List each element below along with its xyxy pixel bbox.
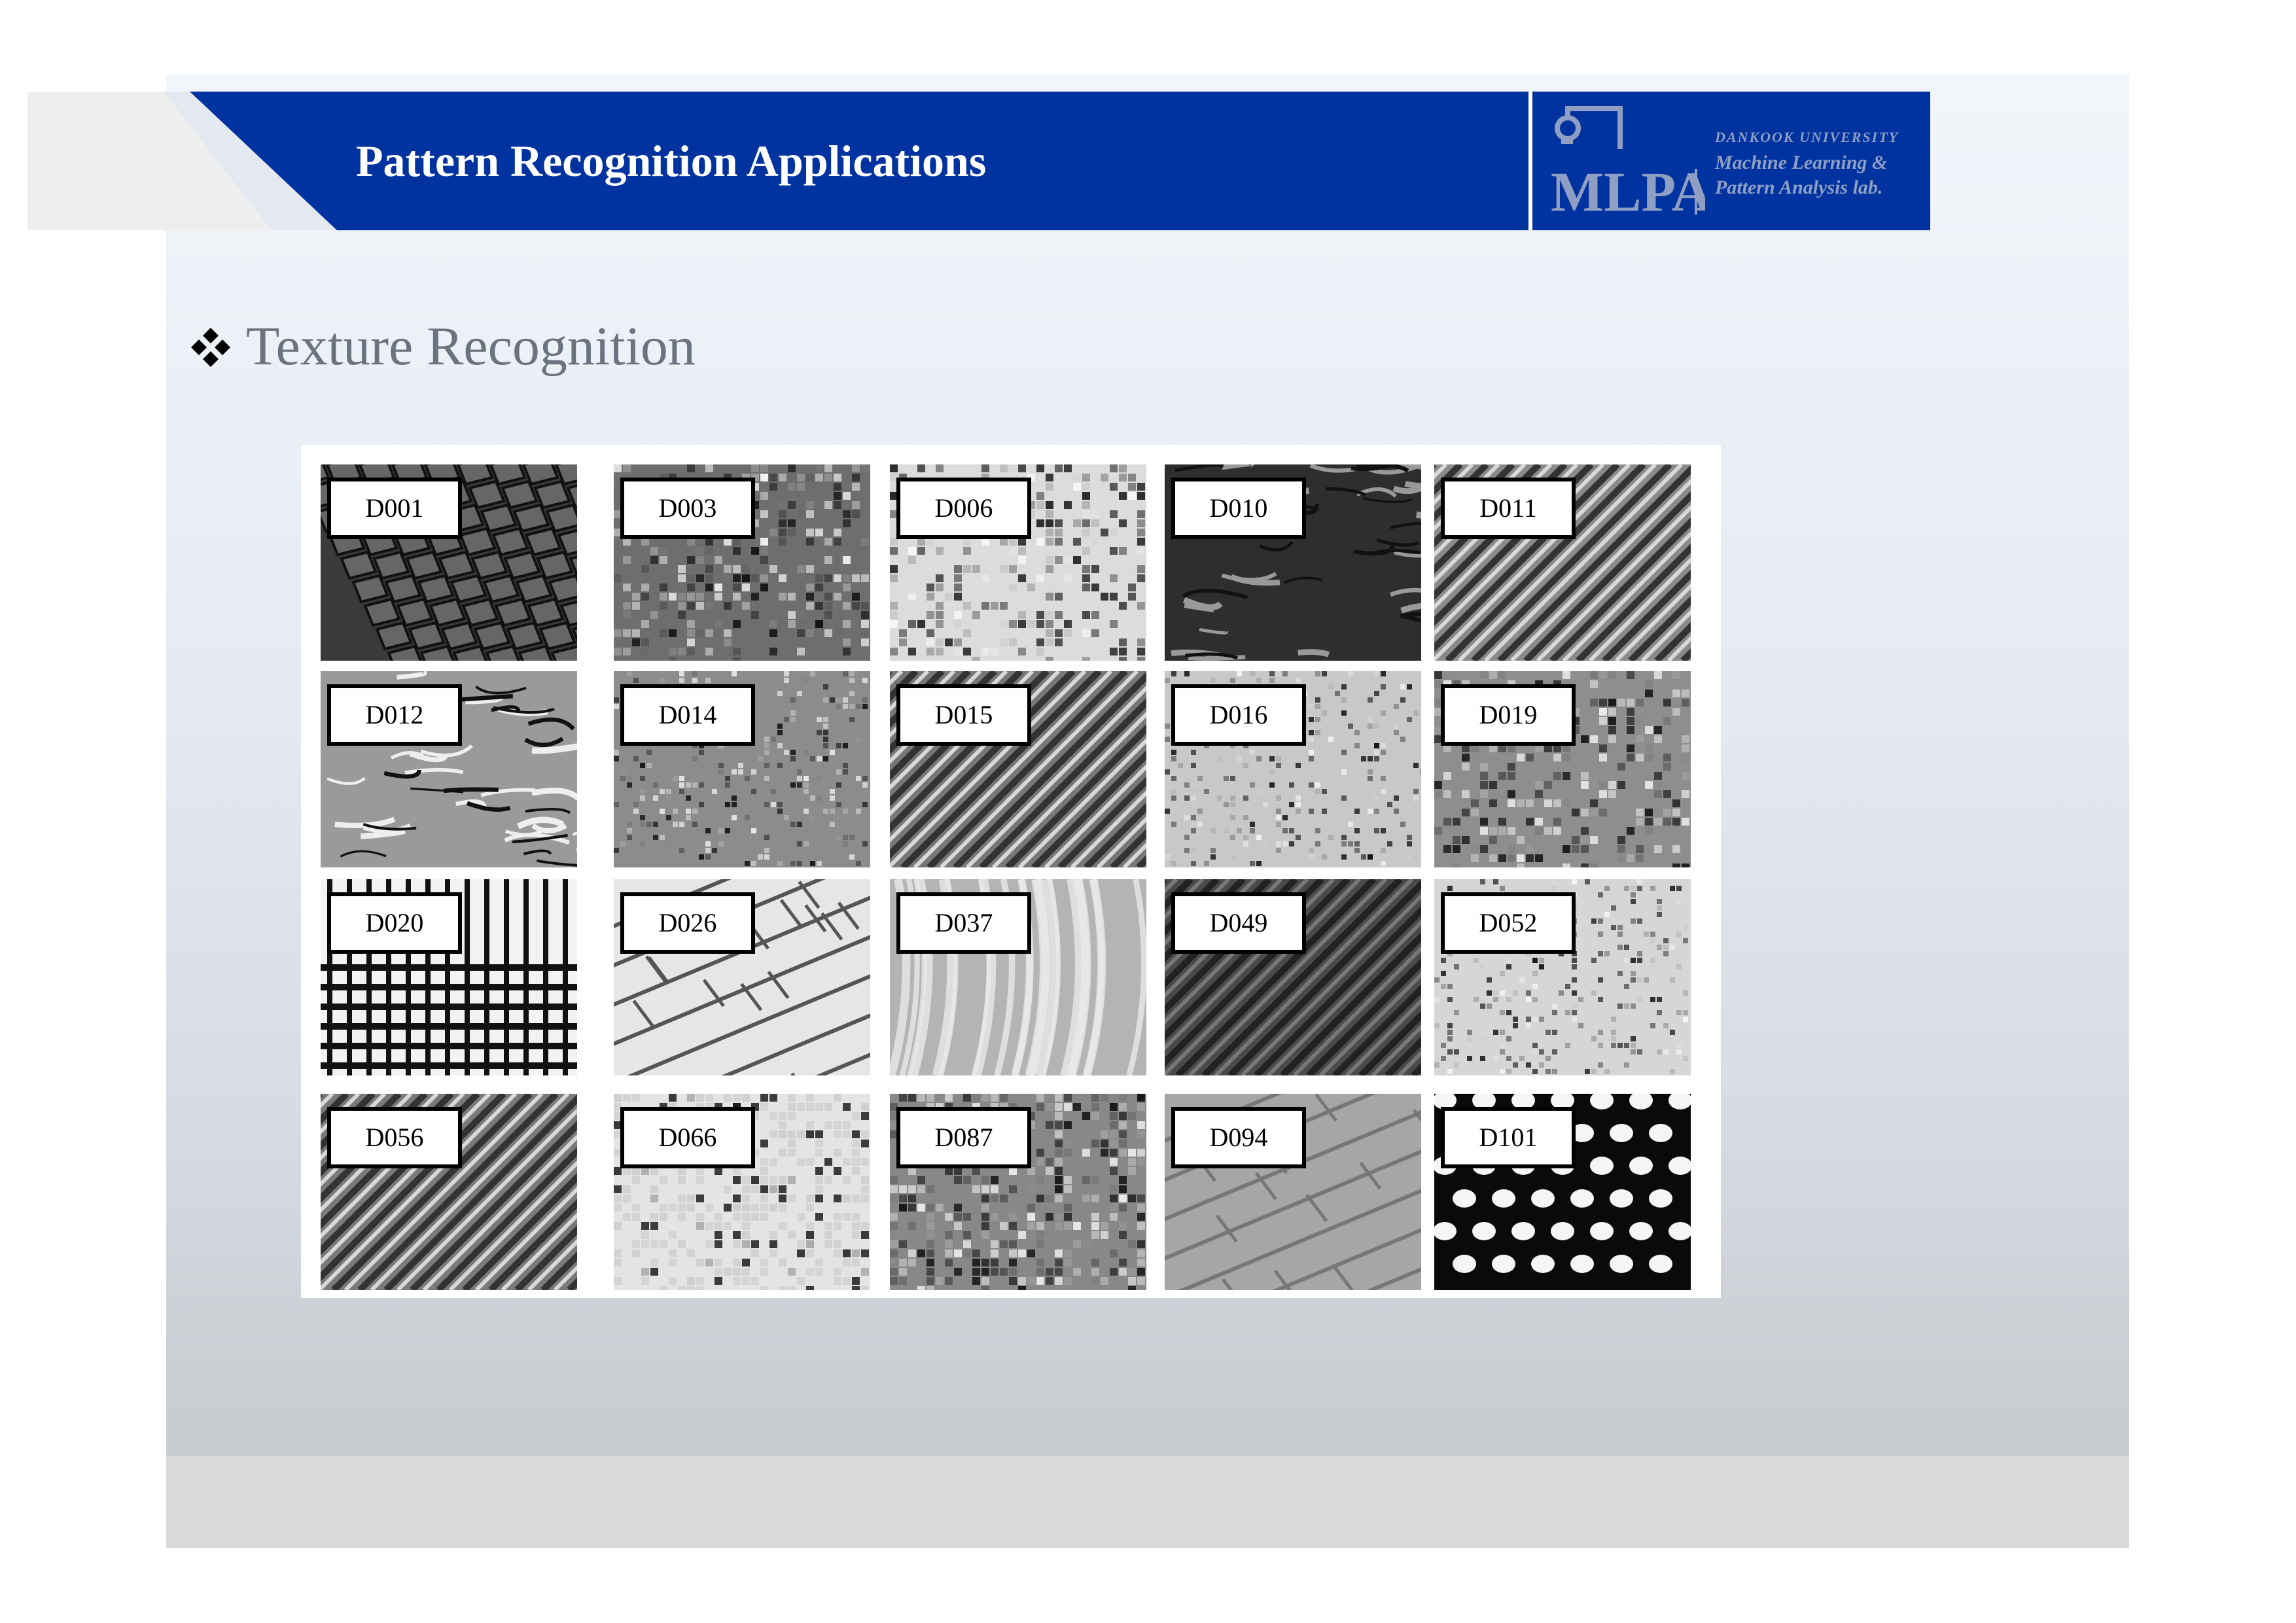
logo-divider xyxy=(1528,92,1532,230)
texture-tile: D094 xyxy=(1165,1094,1421,1290)
texture-label: D003 xyxy=(620,478,755,539)
section-heading-text: Texture Recognition xyxy=(246,316,696,377)
texture-label: D101 xyxy=(1441,1107,1576,1168)
texture-label: D066 xyxy=(620,1107,755,1168)
texture-tile: D015 xyxy=(890,671,1146,867)
texture-tile: D001 xyxy=(321,464,577,661)
texture-label: D019 xyxy=(1441,684,1576,746)
texture-label: D026 xyxy=(620,892,755,954)
texture-label: D011 xyxy=(1441,478,1576,539)
mlpa-logo-icon: MLPA xyxy=(1551,106,1705,221)
texture-tile: D019 xyxy=(1434,671,1691,867)
texture-tile: D010 xyxy=(1165,464,1421,661)
texture-label: D006 xyxy=(896,478,1031,539)
texture-image xyxy=(890,1094,1146,1290)
texture-label: D001 xyxy=(327,478,462,539)
logo-lab-line1: Machine Learning & xyxy=(1715,152,1888,173)
logo-university: DANKOOK UNIVERSITY xyxy=(1715,129,1899,145)
texture-label: D056 xyxy=(327,1107,462,1168)
texture-label: D052 xyxy=(1441,892,1576,954)
texture-tile: D056 xyxy=(321,1094,577,1290)
texture-grid: D001 D003 D006 D010 D011 D012 D014 D015 D016 D019… xyxy=(301,445,1721,1298)
header-bar xyxy=(190,92,1930,230)
texture-label: D037 xyxy=(896,892,1031,954)
logo-wordmark: MLPA xyxy=(1551,160,1705,221)
texture-label: D094 xyxy=(1171,1107,1306,1168)
texture-label: D020 xyxy=(327,892,462,954)
texture-tile: D012 xyxy=(321,671,577,867)
texture-tile: D101 xyxy=(1434,1094,1691,1290)
logo-text: DANKOOK UNIVERSITY Machine Learning & Pa… xyxy=(1715,124,1931,200)
texture-tile: D037 xyxy=(890,879,1146,1075)
texture-tile: D011 xyxy=(1434,464,1691,661)
texture-tile: D049 xyxy=(1165,879,1421,1075)
texture-tile: D003 xyxy=(614,464,870,661)
texture-tile: D087 xyxy=(890,1094,1146,1290)
texture-tile: D020 xyxy=(321,879,577,1075)
texture-tile: D026 xyxy=(614,879,870,1075)
texture-tile: D066 xyxy=(614,1094,870,1290)
texture-label: D015 xyxy=(896,684,1031,746)
texture-label: D016 xyxy=(1171,684,1306,746)
texture-tile: D006 xyxy=(890,464,1146,661)
texture-image xyxy=(321,464,577,661)
texture-label: D049 xyxy=(1171,892,1306,954)
logo-lab-line2: Pattern Analysis lab. xyxy=(1715,177,1883,198)
texture-label: D014 xyxy=(620,684,755,746)
texture-tile: D016 xyxy=(1165,671,1421,867)
texture-tile: D014 xyxy=(614,671,870,867)
section-heading: Texture Recognition xyxy=(190,307,696,386)
footer-band xyxy=(166,1456,2129,1548)
texture-label: D012 xyxy=(327,684,462,746)
texture-label: D010 xyxy=(1171,478,1306,539)
texture-label: D087 xyxy=(896,1107,1031,1168)
four-diamond-bullet-icon xyxy=(191,328,230,367)
texture-tile: D052 xyxy=(1434,879,1691,1075)
slide-title: Pattern Recognition Applications xyxy=(356,136,987,186)
